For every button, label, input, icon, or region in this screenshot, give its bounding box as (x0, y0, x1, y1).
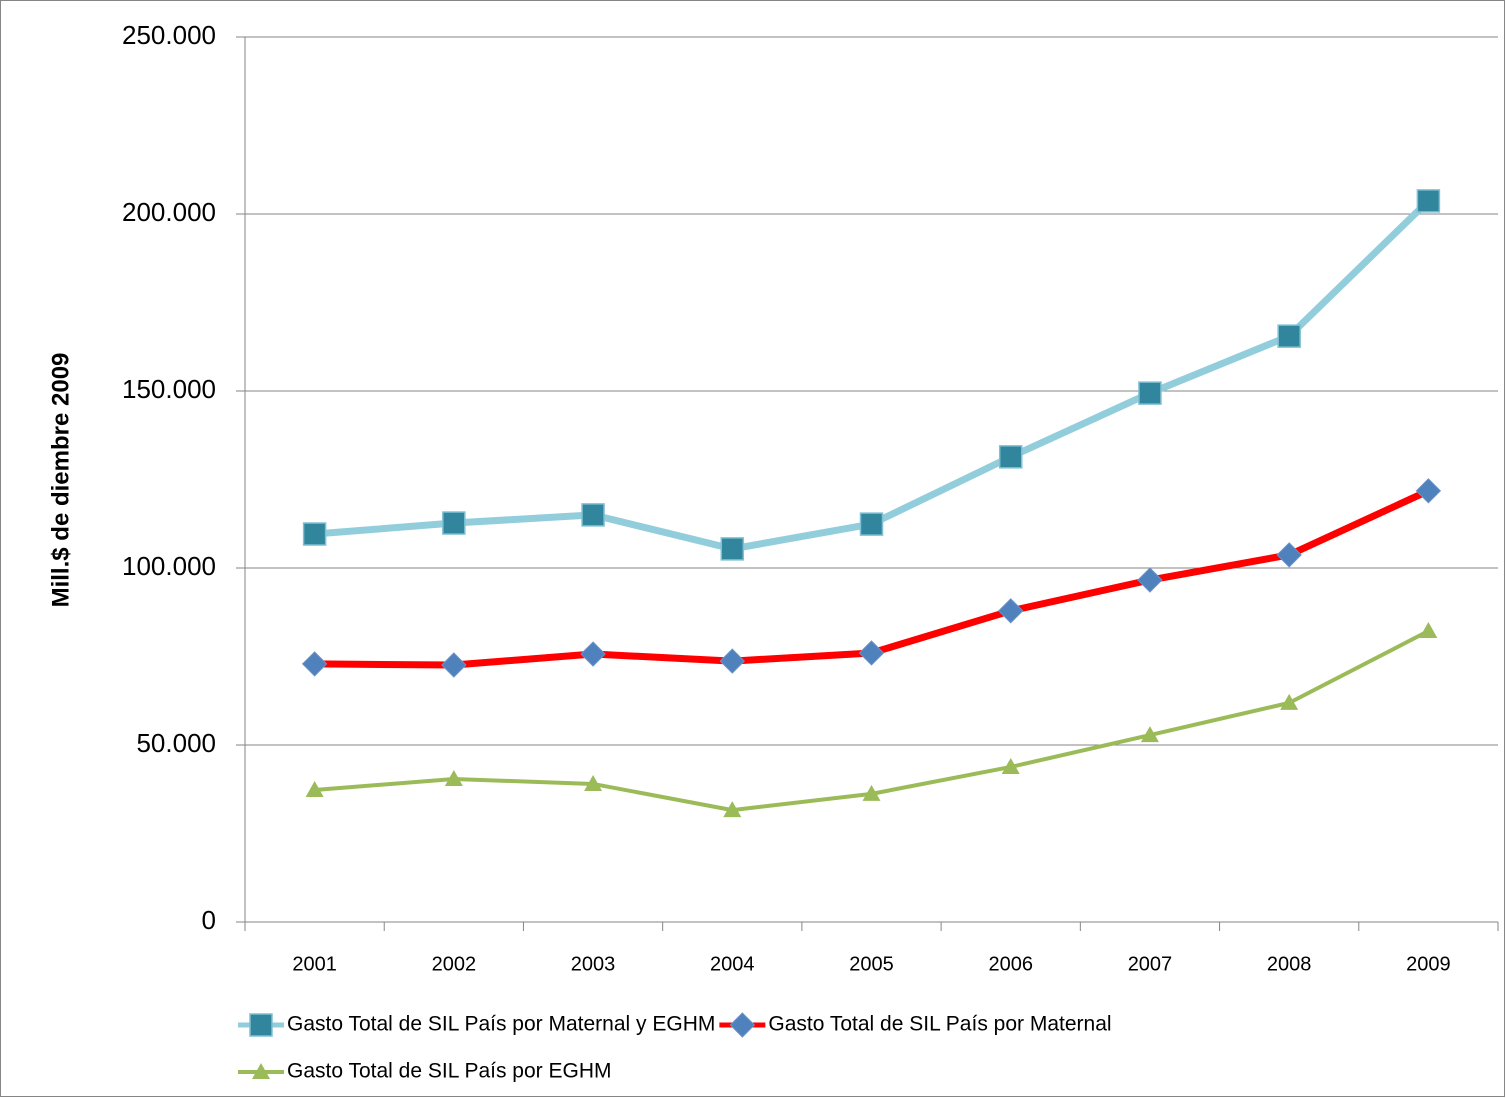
data-point (584, 774, 603, 791)
data-point (1416, 189, 1441, 213)
data-point (1415, 478, 1442, 504)
y-tick-label: 0 (202, 905, 216, 935)
x-tick-label: 2003 (571, 953, 616, 975)
data-point (1001, 757, 1020, 774)
data-point (1140, 726, 1159, 743)
y-axis-label: Mill.$ de diembre 2009 (47, 353, 74, 608)
data-point (1419, 622, 1438, 639)
data-point (302, 522, 327, 546)
data-point (1277, 324, 1301, 348)
data-point (723, 801, 742, 818)
y-tick-label: 200.000 (122, 197, 216, 227)
x-tick-label: 2007 (1128, 953, 1173, 975)
y-tick-label: 150.000 (122, 374, 216, 404)
data-point (858, 640, 885, 666)
legend-marker (249, 1013, 273, 1037)
data-point (1137, 567, 1163, 593)
legend-label: Gasto Total de SIL País por Maternal (768, 1013, 1111, 1036)
data-point (581, 503, 605, 527)
x-tick-label: 2002 (432, 953, 477, 975)
data-point (441, 652, 467, 678)
x-tick-label: 2006 (988, 953, 1033, 975)
data-point (1276, 542, 1302, 568)
data-point (1138, 381, 1162, 405)
data-point (998, 598, 1024, 624)
x-tick-label: 2005 (849, 953, 894, 975)
legend-label: Gasto Total de SIL País por EGHM (287, 1060, 612, 1083)
x-tick-label: 2009 (1406, 953, 1451, 975)
data-point (1280, 693, 1299, 710)
y-tick-label: 50.000 (136, 728, 216, 758)
data-point (301, 651, 328, 677)
data-point (720, 537, 745, 561)
legend-marker (729, 1012, 756, 1038)
x-tick-label: 2001 (292, 953, 337, 975)
legend-marker (252, 1063, 270, 1079)
data-point (442, 511, 466, 535)
y-tick-label: 100.000 (122, 551, 216, 581)
y-tick-label: 250.000 (122, 20, 216, 50)
data-point (862, 784, 881, 801)
data-point (580, 641, 606, 667)
data-point (859, 512, 884, 536)
data-point (305, 780, 324, 797)
data-point (444, 769, 463, 786)
x-tick-label: 2004 (710, 953, 755, 975)
legend-label: Gasto Total de SIL País por Maternal y E… (287, 1013, 715, 1036)
data-point (998, 445, 1023, 469)
data-point (719, 648, 745, 674)
x-tick-label: 2008 (1267, 953, 1312, 975)
